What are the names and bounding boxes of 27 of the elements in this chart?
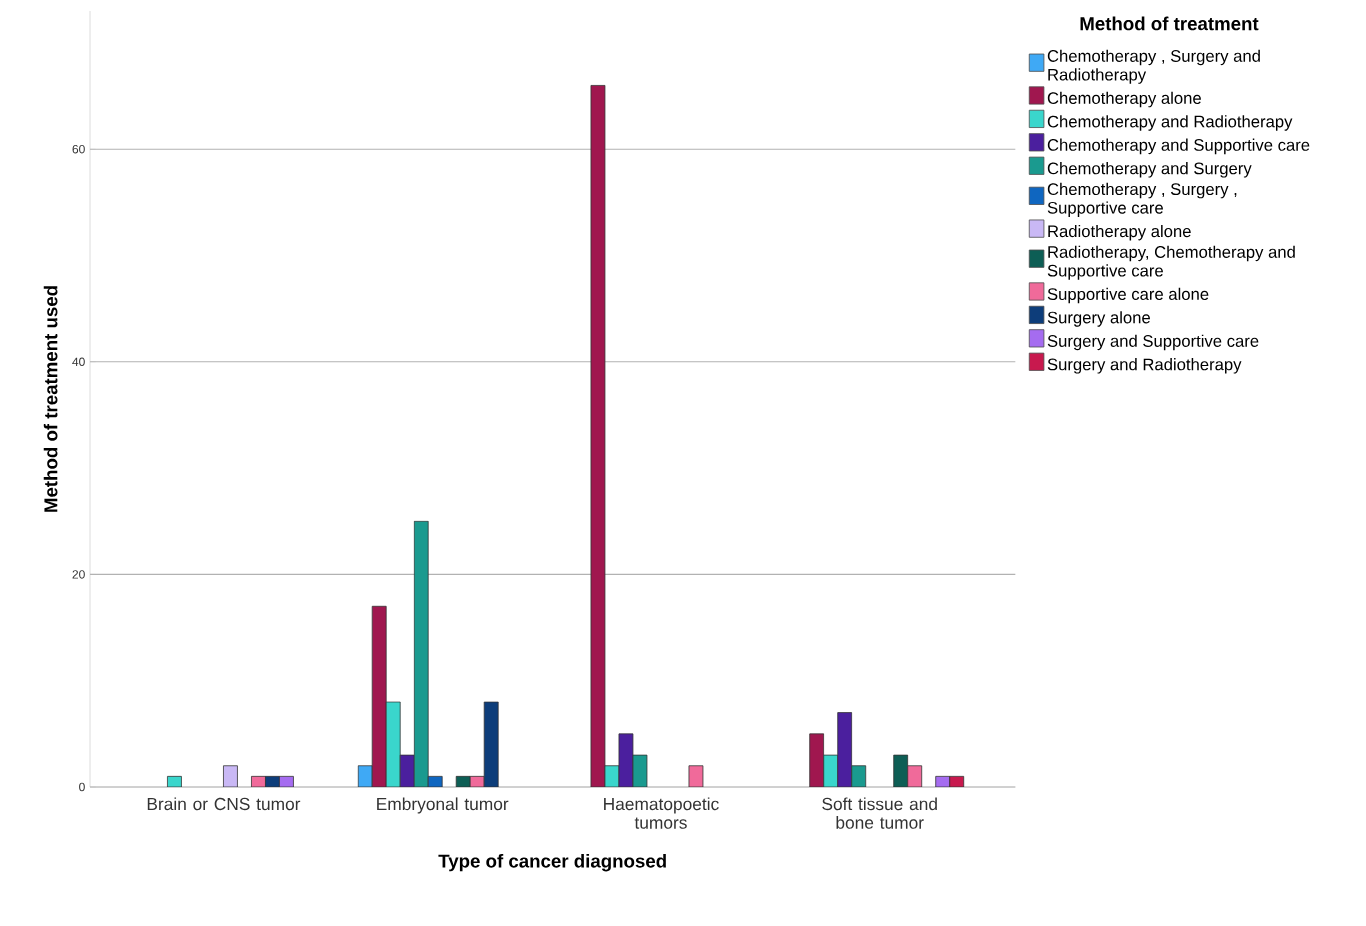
y-tick-label: 0 bbox=[79, 782, 85, 792]
x-tick-label: Soft tissue and bone tumor bbox=[822, 797, 937, 829]
y-tick-label: 40 bbox=[72, 357, 85, 367]
y-tick-label: 20 bbox=[72, 570, 85, 579]
y-tick-label: 60 bbox=[72, 144, 85, 154]
legend-label: Chemotherapy and Radiotherapy bbox=[1047, 115, 1293, 131]
legend-label: Chemotherapy and Supportive care bbox=[1047, 138, 1310, 155]
legend-label: Surgery alone bbox=[1047, 311, 1150, 327]
legend-label: Radiotherapy, Chemotherapy and Supportive care bbox=[1047, 245, 1295, 280]
bar bbox=[837, 712, 853, 787]
legend-label: Chemotherapy , Surgery , Supportive care bbox=[1047, 182, 1237, 217]
bar bbox=[413, 520, 429, 787]
x-tick-label: Brain or CNS tumor bbox=[147, 797, 301, 811]
x-tick-label: Embryonal tumor bbox=[377, 797, 509, 814]
legend-label: Chemotherapy and Surgery bbox=[1047, 162, 1252, 178]
bar bbox=[385, 701, 401, 787]
legend-label: Supportive care alone bbox=[1047, 287, 1209, 304]
legend-label: Chemotherapy alone bbox=[1047, 91, 1201, 108]
x-tick-label: Haematopoetic tumors bbox=[604, 797, 719, 829]
legend-label: Chemotherapy , Surgery and Radiotherapy bbox=[1047, 49, 1260, 84]
legend-label: Surgery and Radiotherapy bbox=[1047, 358, 1242, 374]
x-axis-title: Type of cancer diagnosed bbox=[438, 853, 666, 872]
legend-title: Method of treatment bbox=[1080, 16, 1259, 31]
legend-label: Surgery and Supportive care bbox=[1047, 334, 1259, 351]
legend-label: Radiotherapy alone bbox=[1048, 224, 1191, 241]
y-axis-title: Method of treatment used bbox=[43, 286, 58, 512]
bar bbox=[371, 605, 387, 787]
